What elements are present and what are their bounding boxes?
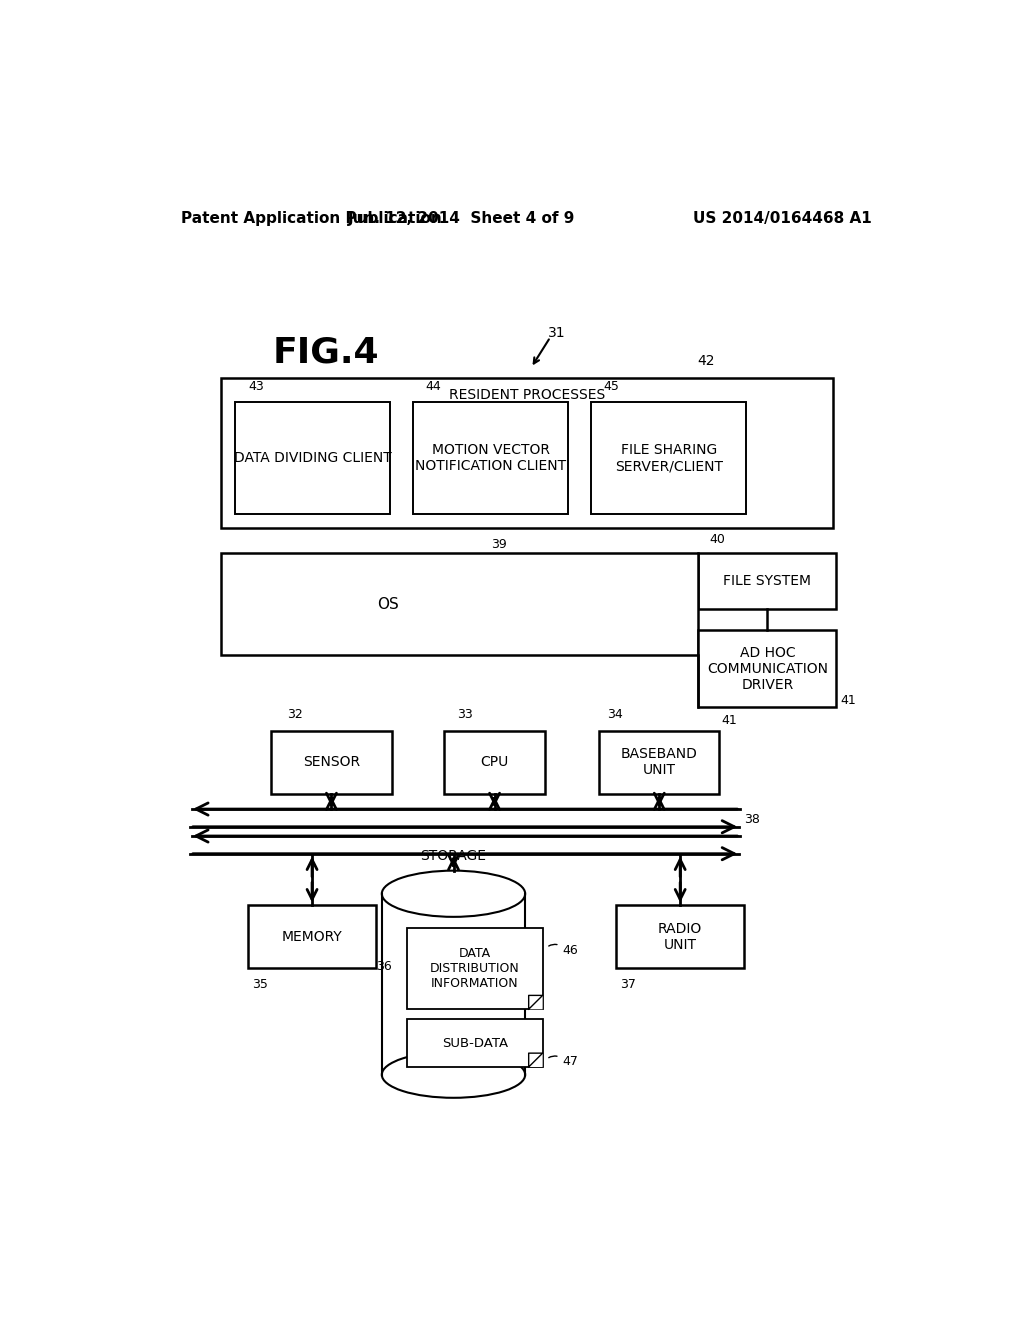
Text: FILE SYSTEM: FILE SYSTEM	[723, 574, 811, 589]
Bar	[248, 906, 376, 969]
Bar	[616, 906, 744, 969]
Text: 45: 45	[604, 380, 620, 393]
Ellipse shape	[382, 1052, 525, 1098]
Polygon shape	[528, 1053, 543, 1067]
Bar	[592, 403, 746, 513]
Text: 38: 38	[744, 813, 760, 826]
Text: STORAGE: STORAGE	[421, 849, 486, 863]
Bar	[271, 730, 391, 793]
Text: DATA
DISTRIBUTION
INFORMATION: DATA DISTRIBUTION INFORMATION	[430, 948, 520, 990]
Text: 44: 44	[426, 380, 441, 393]
Text: OS: OS	[377, 597, 399, 611]
Text: 43: 43	[248, 380, 264, 393]
Text: 32: 32	[287, 708, 303, 721]
Bar	[698, 631, 837, 708]
Text: SUB-DATA: SUB-DATA	[441, 1036, 508, 1049]
Text: 46: 46	[562, 944, 578, 957]
Text: 31: 31	[548, 326, 565, 341]
Text: RESIDENT PROCESSES: RESIDENT PROCESSES	[449, 388, 605, 401]
Bar	[234, 403, 390, 513]
Text: BASEBAND
UNIT: BASEBAND UNIT	[621, 747, 697, 777]
Ellipse shape	[382, 871, 525, 917]
Bar	[444, 730, 545, 793]
Text: 41: 41	[841, 694, 856, 708]
Text: US 2014/0164468 A1: US 2014/0164468 A1	[693, 211, 872, 226]
Text: 40: 40	[710, 533, 725, 545]
Text: 39: 39	[490, 539, 507, 552]
Text: AD HOC
COMMUNICATION
DRIVER: AD HOC COMMUNICATION DRIVER	[707, 645, 827, 692]
Text: CPU: CPU	[480, 755, 509, 770]
Text: 42: 42	[697, 354, 715, 368]
Text: 35: 35	[252, 978, 268, 991]
Text: 47: 47	[562, 1056, 578, 1068]
Text: 37: 37	[621, 978, 636, 991]
Text: 41: 41	[721, 714, 736, 726]
Polygon shape	[528, 995, 543, 1010]
Text: 33: 33	[457, 708, 472, 721]
Bar	[382, 894, 525, 1074]
Text: Jun. 12, 2014  Sheet 4 of 9: Jun. 12, 2014 Sheet 4 of 9	[347, 211, 574, 226]
Text: MEMORY: MEMORY	[282, 929, 342, 944]
Bar	[407, 928, 543, 1010]
Text: SENSOR: SENSOR	[303, 755, 360, 770]
Text: RADIO
UNIT: RADIO UNIT	[658, 921, 702, 952]
Text: FILE SHARING
SERVER/CLIENT: FILE SHARING SERVER/CLIENT	[615, 444, 723, 474]
Text: FIG.4: FIG.4	[272, 335, 379, 370]
Bar	[221, 553, 698, 655]
Bar	[599, 730, 719, 793]
Text: 34: 34	[607, 708, 623, 721]
Bar	[221, 378, 834, 528]
Bar	[407, 1019, 543, 1067]
Bar	[414, 403, 568, 513]
Text: Patent Application Publication: Patent Application Publication	[180, 211, 441, 226]
Bar	[698, 553, 837, 609]
Text: DATA DIVIDING CLIENT: DATA DIVIDING CLIENT	[233, 451, 391, 466]
Text: MOTION VECTOR
NOTIFICATION CLIENT: MOTION VECTOR NOTIFICATION CLIENT	[415, 444, 566, 474]
Text: 36: 36	[376, 961, 391, 973]
